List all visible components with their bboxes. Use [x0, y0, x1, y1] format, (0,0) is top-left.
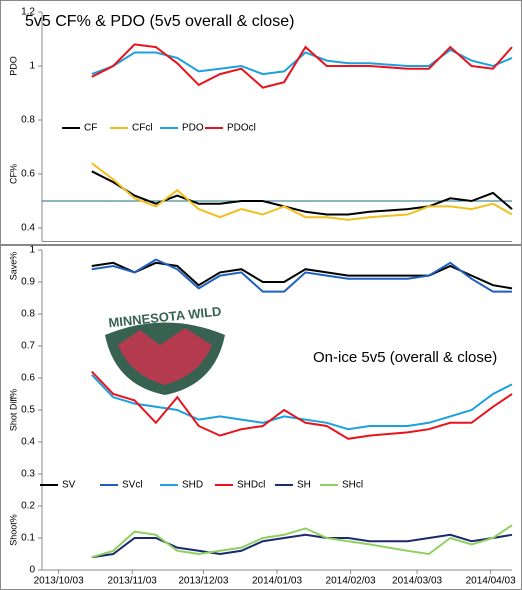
logo: MINNESOTA WILD — [105, 304, 225, 395]
y-tick-label: 0.2 — [21, 501, 35, 512]
annotation: On-ice 5v5 (overall & close) — [313, 349, 497, 366]
y-tick-label: 1 — [29, 245, 35, 256]
legend-label: PDO — [182, 123, 204, 134]
y-tick-label: 0.5 — [21, 405, 35, 416]
series-line — [91, 48, 513, 76]
y-tick-label: 0.7 — [21, 341, 35, 352]
x-tick-label: 2014/04/03 — [466, 576, 516, 587]
series-line — [91, 374, 513, 431]
y-tick-label: 0.6 — [21, 373, 35, 384]
x-tick-label: 2013/12/03 — [178, 576, 228, 587]
y-tick-label: 0.4 — [21, 437, 35, 448]
x-tick-label: 2014/02/03 — [326, 576, 376, 587]
legend-label: SH — [297, 480, 311, 491]
y-tick-label: 0.9 — [21, 277, 35, 288]
series-line — [91, 533, 513, 559]
legend-label: SHDcl — [237, 480, 265, 491]
series-line — [91, 524, 513, 559]
series-line — [91, 261, 513, 290]
panel-frame — [0, 0, 522, 245]
y-tick-label: 0.3 — [21, 469, 35, 480]
y-axis-label: CF% — [8, 164, 18, 184]
chart-title: 5v5 CF% & PDO (5v5 overall & close) — [25, 13, 294, 30]
y-axis-label: Shoot% — [8, 514, 18, 546]
y-axis-label: Save% — [8, 252, 18, 281]
x-tick-label: 2014/03/03 — [392, 576, 442, 587]
y-tick-label: 0.4 — [21, 223, 35, 234]
legend-label: CF — [84, 123, 97, 134]
series-line — [91, 170, 513, 216]
legend-label: SV — [62, 480, 76, 491]
series-line — [91, 258, 512, 293]
y-axis-label: Shot Diff% — [8, 389, 18, 431]
logo-shape — [118, 328, 212, 385]
legend-label: SHD — [182, 480, 203, 491]
series-line — [91, 370, 513, 440]
x-tick-label: 2013/10/03 — [34, 576, 84, 587]
series-line — [91, 43, 513, 89]
y-tick-label: 0.8 — [21, 115, 35, 126]
legend-label: CFcl — [132, 123, 153, 134]
x-tick-label: 2014/01/03 — [252, 576, 302, 587]
legend-label: SVcl — [122, 480, 143, 491]
y-tick-label: 0.6 — [21, 169, 35, 180]
y-tick-label: 1 — [29, 61, 35, 72]
y-axis-label: PDO — [8, 56, 18, 76]
y-tick-label: 0.1 — [21, 533, 35, 544]
y-tick-label: 0 — [29, 565, 35, 576]
series-line — [91, 162, 513, 221]
legend-label: SHcl — [342, 480, 363, 491]
y-tick-label: 1.2 — [21, 7, 35, 18]
x-tick-label: 2013/11/03 — [108, 576, 158, 587]
y-tick-label: 0.8 — [21, 309, 35, 320]
legend-label: PDOcl — [227, 123, 256, 134]
